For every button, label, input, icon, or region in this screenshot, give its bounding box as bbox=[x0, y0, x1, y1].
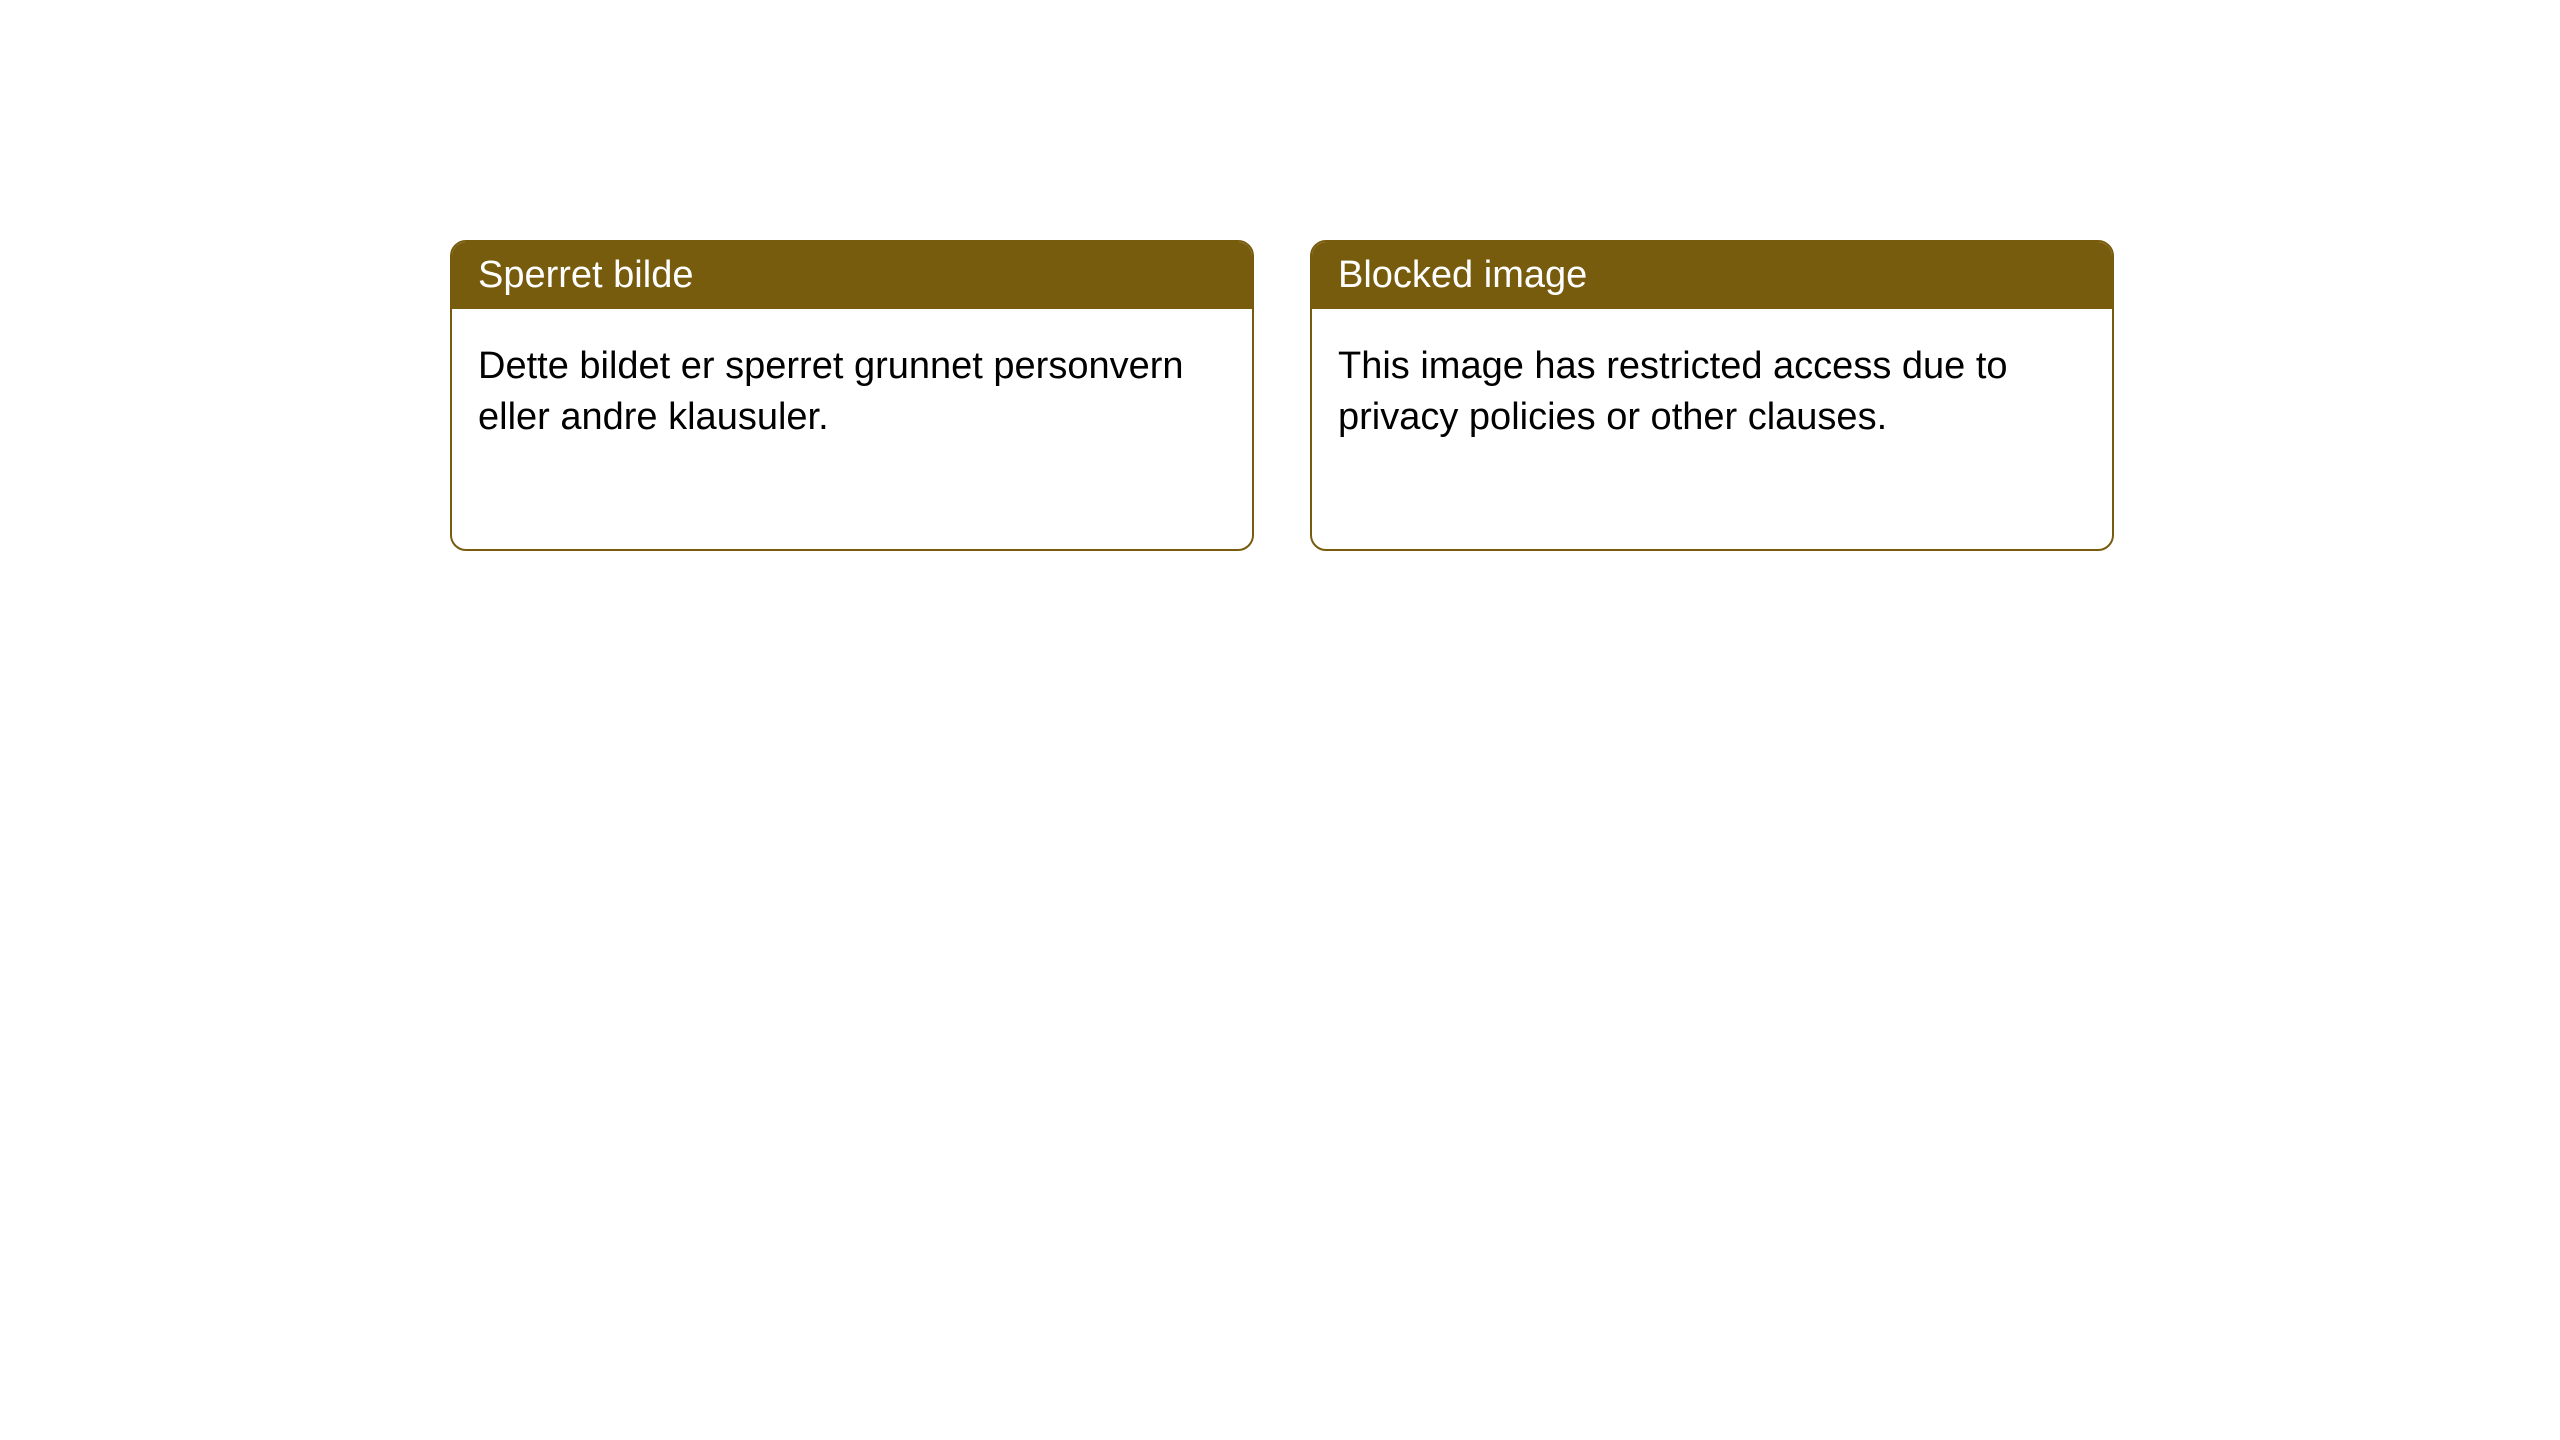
notice-card-english: Blocked image This image has restricted … bbox=[1310, 240, 2114, 551]
notice-card-norwegian: Sperret bilde Dette bildet er sperret gr… bbox=[450, 240, 1254, 551]
notice-body: Dette bildet er sperret grunnet personve… bbox=[452, 309, 1252, 549]
notice-container: Sperret bilde Dette bildet er sperret gr… bbox=[0, 0, 2560, 551]
notice-header: Sperret bilde bbox=[452, 242, 1252, 309]
notice-body: This image has restricted access due to … bbox=[1312, 309, 2112, 549]
notice-header: Blocked image bbox=[1312, 242, 2112, 309]
